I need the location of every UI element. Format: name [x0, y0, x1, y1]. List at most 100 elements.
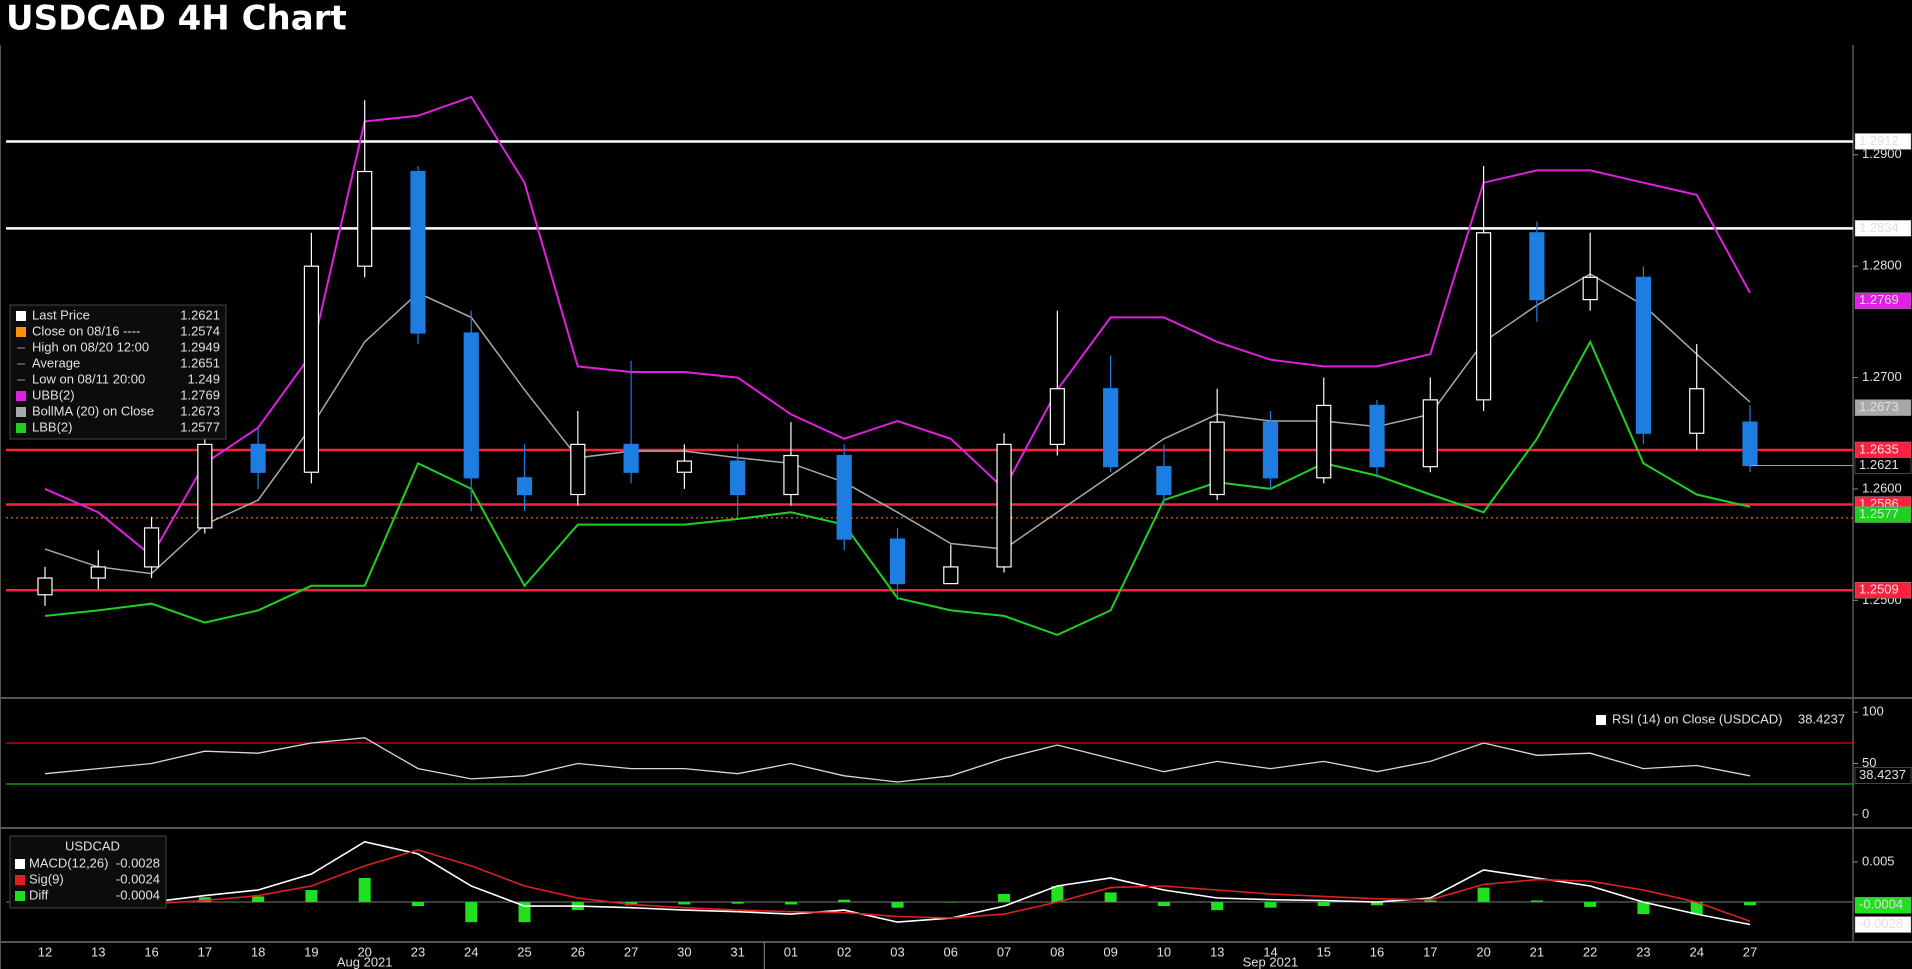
histogram-bar — [252, 896, 265, 903]
price-tag-box — [1854, 506, 1912, 523]
candle-body — [676, 460, 692, 473]
legend-value: 38.4237 — [1798, 711, 1845, 726]
candle-body — [889, 538, 906, 585]
x-tick-label: 14 — [1263, 944, 1277, 959]
legend-value: 1.2577 — [180, 419, 220, 434]
histogram-bar — [891, 902, 904, 908]
x-tick-label: 08 — [1050, 944, 1064, 959]
band-line — [44, 95, 1751, 558]
y-tick-label: 50 — [1862, 755, 1876, 770]
legend-label: High on 08/20 12:00 — [32, 339, 149, 354]
candle-body — [463, 332, 479, 479]
histogram-bar — [198, 897, 211, 903]
price-tag: 1.2769 — [1859, 292, 1899, 307]
y-tick-label: 1.2600 — [1862, 480, 1902, 495]
histogram-bar — [1317, 902, 1330, 907]
legend-value: -0.0028 — [116, 855, 160, 870]
candle-body — [1475, 232, 1492, 401]
legend-label: RSI (14) on Close (USDCAD) — [1612, 711, 1783, 726]
candle-body — [1689, 388, 1705, 434]
legend-swatch — [16, 391, 26, 401]
month-label: Aug 2021 — [337, 954, 393, 969]
candle-body — [1529, 232, 1545, 301]
legend-value: -0.0024 — [116, 871, 160, 886]
histogram-bar — [944, 902, 957, 903]
band-line — [44, 273, 1751, 575]
price-tag-box — [1854, 582, 1912, 599]
candle-body — [1582, 276, 1598, 301]
x-tick-label: 27 — [624, 944, 638, 959]
candle-body — [1209, 421, 1225, 496]
legend-swatch — [15, 875, 25, 885]
x-tick-label: 27 — [1743, 944, 1757, 959]
x-tick-label: 17 — [1423, 944, 1437, 959]
legend-label: Low on 08/11 20:00 — [32, 371, 145, 386]
histogram-bar — [1424, 900, 1437, 903]
candle-body — [1049, 388, 1065, 445]
price-tag: 1.2912 — [1859, 133, 1899, 148]
price-tag-box — [1854, 916, 1912, 933]
x-tick-label: 13 — [1210, 944, 1224, 959]
x-tick-label: 03 — [890, 944, 904, 959]
x-tick-label: 12 — [38, 944, 52, 959]
histogram-bar — [1744, 902, 1756, 906]
legend-swatch — [15, 891, 25, 901]
histogram-bar — [1371, 902, 1384, 906]
x-tick-label: 09 — [1103, 944, 1117, 959]
legend-swatch — [16, 327, 26, 337]
candle-body — [1316, 404, 1332, 479]
x-tick-label: 18 — [251, 944, 265, 959]
histogram-bar — [1477, 887, 1490, 903]
x-tick-label: 13 — [91, 944, 105, 959]
x-tick-label: 02 — [837, 944, 851, 959]
price-tag: 1.2577 — [1859, 506, 1899, 521]
price-tag-box — [1854, 767, 1912, 784]
legend-title: USDCAD — [65, 838, 120, 853]
legend-swatch — [1596, 715, 1606, 725]
legend-value: 1.2673 — [180, 403, 220, 418]
histogram-bar — [1584, 902, 1597, 907]
legend-swatch — [16, 423, 26, 433]
candle-body — [783, 454, 799, 496]
legend-label: LBB(2) — [32, 419, 72, 434]
candle-body — [730, 460, 746, 496]
candle-body — [516, 477, 533, 496]
price-tag: -0.0028 — [1859, 916, 1903, 931]
candle-body — [996, 443, 1012, 568]
candle-body — [357, 170, 373, 267]
x-tick-label: 30 — [677, 944, 691, 959]
histogram-bar — [518, 902, 531, 923]
x-tick-label: 01 — [784, 944, 798, 959]
x-tick-label: 26 — [571, 944, 585, 959]
y-tick-label: 1.2700 — [1862, 369, 1902, 384]
histogram-bar — [305, 890, 318, 903]
x-tick-label: 24 — [1689, 944, 1703, 959]
legend-value: -0.0004 — [116, 887, 160, 902]
x-tick-label: 24 — [464, 944, 478, 959]
y-tick-label: 0.005 — [1862, 853, 1895, 868]
legend-value: 1.249 — [187, 371, 220, 386]
candle-body — [410, 170, 426, 334]
price-tag-box — [1854, 292, 1912, 309]
price-tag-box — [1854, 457, 1912, 474]
legend-value: 1.2651 — [180, 355, 220, 370]
x-tick-label: 16 — [1370, 944, 1384, 959]
month-label: Sep 2021 — [1243, 954, 1299, 969]
histogram-bar — [625, 902, 638, 906]
chart-title: USDCAD 4H Chart — [6, 0, 347, 39]
candle-body — [303, 265, 320, 473]
histogram-bar — [784, 902, 797, 905]
candle-body — [1742, 421, 1758, 467]
candle-body — [1369, 404, 1385, 468]
candle-body — [37, 577, 53, 596]
candle-body — [197, 443, 213, 529]
x-tick-label: 06 — [944, 944, 958, 959]
macd-line — [44, 840, 1751, 926]
histogram-bar — [1690, 902, 1703, 915]
legend-label: UBB(2) — [32, 387, 75, 402]
histogram-bar — [465, 902, 478, 923]
legend-label: Diff — [29, 887, 49, 902]
legend-value: 1.2769 — [180, 387, 220, 402]
candle-body — [143, 527, 160, 568]
